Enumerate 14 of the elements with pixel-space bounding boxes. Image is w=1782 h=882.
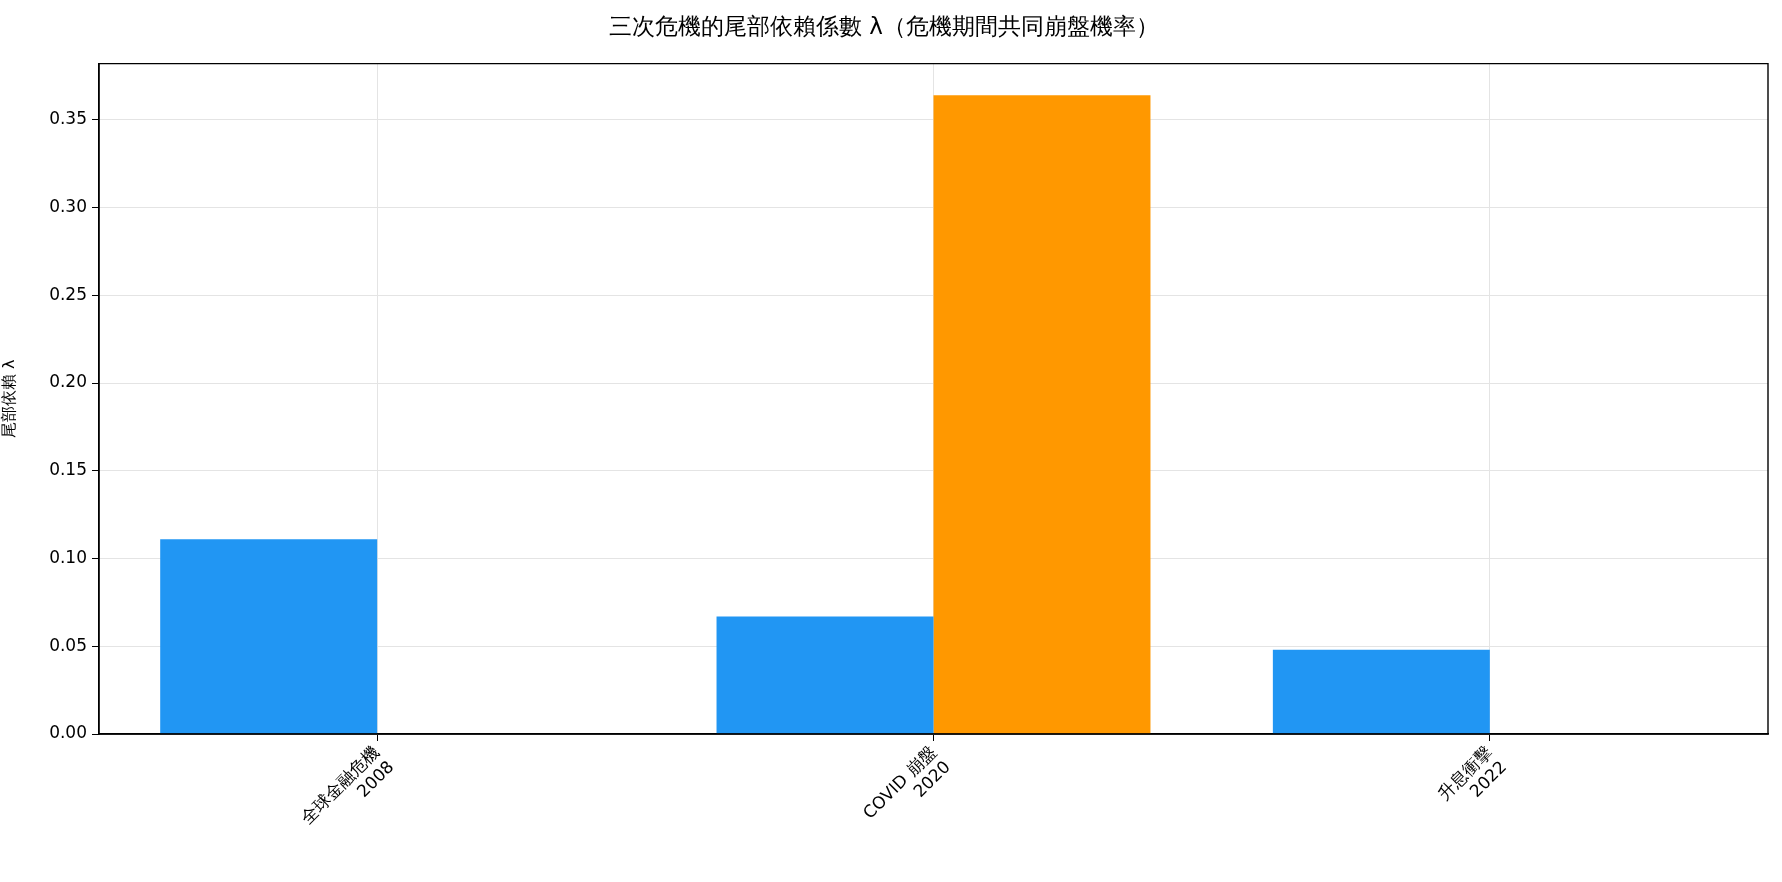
bar (716, 616, 934, 734)
y-tick-label: 0.10 (49, 546, 87, 567)
bar (1272, 649, 1490, 734)
y-axis-title: 尾部依賴 λ (0, 359, 18, 439)
bar (933, 95, 1151, 734)
chart-title: 三次危機的尾部依賴係數 λ（危機期間共同崩盤機率） (609, 12, 1159, 39)
y-tick-label: 0.00 (49, 722, 87, 743)
y-tick-label: 0.35 (49, 108, 87, 129)
y-tick-label: 0.05 (49, 634, 87, 655)
y-tick-label: 0.15 (49, 459, 87, 480)
y-tick-label: 0.30 (49, 195, 87, 216)
y-tick-label: 0.20 (49, 371, 87, 392)
bar (160, 539, 378, 734)
y-tick-label: 0.25 (49, 283, 87, 304)
